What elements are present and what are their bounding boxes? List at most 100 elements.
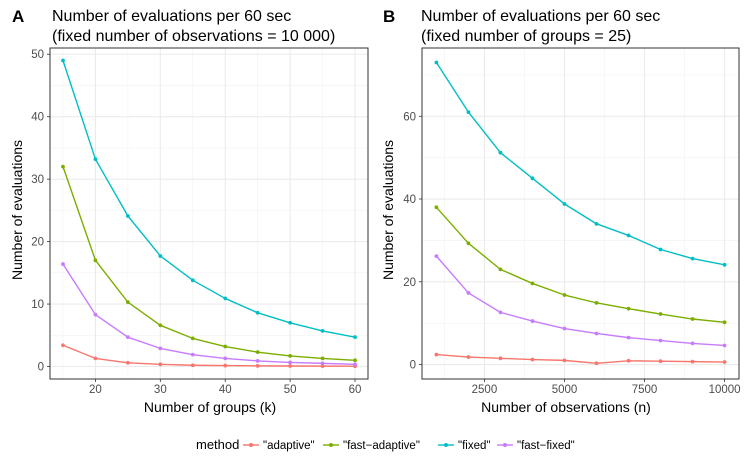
panel-a-series-adaptive-point [320, 364, 325, 369]
panel-a-x-tick-label: 20 [89, 384, 102, 396]
panel-b-x-tick-label: 5000 [552, 384, 578, 396]
panel-b-y-tick-label: 0 [410, 360, 416, 372]
panel-a-series-fast-fixed-point [255, 358, 260, 363]
panel-a-letter: A [12, 7, 24, 26]
panel-a-x-tick-label: 60 [349, 384, 362, 396]
panel-b-series-fast-adaptive-point [530, 281, 535, 286]
panel-a-series-fixed-line [62, 60, 356, 338]
legend-label-adaptive: "adaptive" [263, 440, 315, 452]
panel-b-series-fixed-point [690, 256, 695, 261]
legend-key-point-fixed [444, 443, 448, 447]
panel-b-border [421, 47, 740, 380]
panel-b-series-adaptive-point [562, 358, 567, 363]
panel-b-series-adaptive-point [498, 356, 503, 361]
panel-b-x-tick-label: 2500 [472, 384, 498, 396]
legend-key-point-adaptive [249, 443, 253, 447]
legend-label-fixed: "fixed" [458, 440, 490, 452]
panel-a-y-tick-label: 50 [31, 49, 44, 61]
panel-b-series-fixed-point [626, 233, 631, 238]
panel-b-series-fixed-point [530, 176, 535, 181]
panel-b-series-fast-adaptive-point [626, 306, 631, 311]
panel-b-series-adaptive-point [434, 352, 439, 357]
panel-a-series-fast-adaptive-point [61, 164, 65, 169]
panel-a: A Number of evaluations per 60 sec (fixe… [9, 7, 369, 415]
panel-b-title-line-2: (fixed number of groups = 25) [421, 28, 631, 45]
legend-entry-fast-fixed: "fast−fixed" [497, 440, 575, 452]
legend-title: method [196, 437, 239, 452]
panel-b-series-fast-fixed-point [690, 341, 695, 346]
panel-b-y-axis-label: Number of evaluations [380, 140, 396, 280]
panel-b-y-tick-label: 20 [403, 277, 416, 289]
panel-a-series-fast-adaptive-point [223, 344, 228, 349]
panel-a-series-fixed-point [353, 335, 357, 340]
panel-a-x-axis-label: Number of groups (k) [144, 399, 276, 415]
panel-a-series-fixed-point [125, 214, 130, 218]
panel-b-series-fast-fixed-point [626, 335, 631, 340]
panel-b-series-fixed-point [594, 221, 599, 226]
legend-entry-fixed: "fixed" [438, 440, 490, 452]
panel-b-x-tick-label: 10000 [709, 384, 741, 396]
panel-a-series-adaptive-point [190, 363, 195, 368]
legend-key-point-fast-adaptive [329, 443, 333, 447]
panel-b-series-adaptive-point [690, 359, 695, 364]
panel-a-series-adaptive-point [61, 343, 65, 348]
panel-a-series-fast-fixed-line [62, 263, 356, 366]
panel-a-y-tick-label: 20 [31, 237, 44, 249]
panel-b-series-adaptive-point [722, 360, 727, 364]
panel-b-x-axis-label: Number of observations (n) [481, 399, 651, 415]
panel-a-series-fast-adaptive-point [320, 356, 325, 361]
panel-b-series-adaptive-point [658, 359, 663, 364]
panel-a-series-fast-adaptive-point [288, 353, 293, 358]
panel-b-series-fast-adaptive-point [466, 241, 471, 246]
panel-b-series-fast-adaptive-point [594, 300, 599, 305]
panel-b-title-line-1: Number of evaluations per 60 sec [421, 8, 660, 25]
panel-a-series-fast-fixed-point [61, 262, 65, 266]
panel-a-series-fast-adaptive-point [125, 300, 130, 305]
panel-b-series-fast-fixed-point [722, 343, 727, 348]
panel-b-series-fast-fixed-point [530, 319, 535, 323]
panel-a-series-fast-adaptive-line [62, 166, 356, 361]
panel-a-series-fixed-point [190, 278, 195, 283]
panel-a-series-fixed-point [158, 254, 163, 258]
panel-b-series-fast-fixed-line [435, 255, 725, 347]
panel-a-series-fixed-point [61, 58, 65, 63]
panel-b-series-fast-adaptive-point [722, 320, 727, 325]
panel-b-series-fixed-point [562, 202, 567, 206]
panel-a-series-adaptive-point [288, 364, 293, 368]
panel-b-series-fast-fixed-point [434, 254, 439, 259]
panel-b-series-fixed-point [658, 247, 663, 252]
panel-a-series-fast-adaptive-point [93, 258, 98, 263]
panel-a-series-fast-fixed-point [125, 335, 130, 340]
panel-a-series-fast-fixed-point [190, 352, 195, 357]
legend-label-fast-fixed: "fast−fixed" [517, 440, 575, 452]
panel-a-series-fixed-point [223, 296, 228, 301]
panel-b-series-adaptive-point [626, 358, 631, 363]
panel-a-series-fast-fixed-point [223, 356, 228, 361]
panel-a-y-tick-label: 0 [38, 362, 44, 374]
panel-a-series-fast-fixed-point [353, 362, 357, 367]
panel-a-y-tick-label: 10 [31, 299, 44, 311]
panel-b-series-fixed-point [466, 110, 471, 115]
panel-b-series-fast-adaptive-line [435, 206, 725, 324]
panel-a-series-fixed-point [93, 157, 98, 162]
panel-a-series-fast-fixed-point [320, 361, 325, 366]
panel-a-plot-area: 20 30 40 50 60 0 10 20 30 40 50 [31, 47, 369, 396]
panel-b-series-fixed-line [435, 62, 725, 266]
panel-a-y-tick-label: 30 [31, 174, 44, 186]
panel-a-x-tick-label: 30 [154, 384, 167, 396]
panel-b-series-fast-fixed-point [594, 331, 599, 336]
panel-a-x-tick-label: 40 [219, 384, 232, 396]
panel-a-y-tick-label: 40 [31, 112, 44, 124]
panel-b-series-fixed-point [722, 262, 727, 267]
panel-b-series-fixed-point [498, 150, 503, 155]
panel-b-series-fixed-point [434, 60, 439, 65]
panel-b-series-fast-adaptive-point [562, 293, 567, 297]
legend-entry-adaptive: "adaptive" [243, 440, 315, 452]
panel-a-series-adaptive-point [93, 356, 98, 361]
panel-b-series-fast-adaptive-point [498, 267, 503, 272]
panel-b-y-tick-label: 60 [403, 111, 416, 123]
panel-a-series-adaptive-point [158, 362, 163, 367]
panel-b-y-tick-label: 40 [403, 194, 416, 206]
panel-a-series-adaptive-line [62, 344, 356, 367]
